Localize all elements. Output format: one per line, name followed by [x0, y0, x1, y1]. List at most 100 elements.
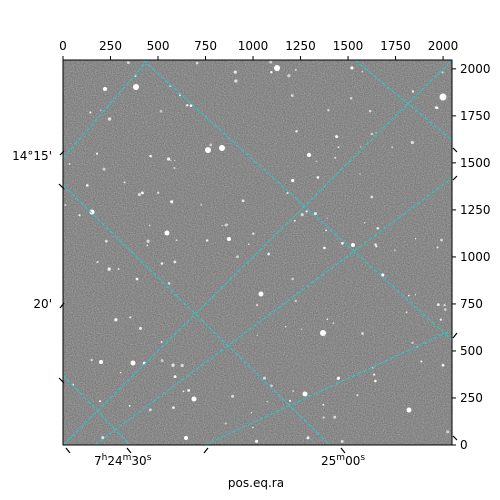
x-tick-label: 750: [194, 39, 217, 53]
star: [189, 104, 193, 107]
star: [167, 282, 171, 285]
star: [356, 394, 359, 397]
x-tick-label: 1500: [333, 39, 364, 53]
star-field: [64, 60, 450, 443]
star: [361, 332, 364, 335]
star: [114, 318, 118, 322]
star: [95, 152, 99, 155]
star: [443, 308, 447, 311]
star: [323, 246, 326, 250]
star: [119, 371, 122, 374]
star: [234, 79, 238, 83]
star: [327, 108, 330, 112]
star: [182, 390, 185, 393]
star: [266, 400, 269, 403]
sky-image: [63, 60, 452, 445]
star: [394, 249, 396, 252]
star: [175, 239, 178, 241]
star: [414, 238, 417, 240]
star: [320, 330, 326, 336]
star: [374, 243, 377, 246]
star: [101, 436, 105, 440]
star: [173, 375, 177, 378]
star: [300, 328, 303, 330]
star: [255, 303, 259, 307]
star: [251, 426, 254, 429]
star: [286, 192, 289, 195]
star: [293, 219, 296, 222]
star: [375, 245, 378, 248]
star: [191, 396, 197, 402]
star: [322, 416, 325, 419]
star: [316, 176, 320, 179]
x-tick-label: 0: [59, 39, 67, 53]
grid-line: [142, 60, 452, 341]
star: [359, 146, 362, 148]
star: [209, 143, 213, 147]
ra-axis-title: pos.eq.ra: [228, 476, 284, 490]
star: [160, 262, 164, 265]
star: [376, 227, 380, 230]
star: [170, 200, 174, 204]
pixel-tick-marks: 0 250 500 750 1000 1250 1500 1750 2000 0 250 500 750…: [59, 39, 490, 452]
star: [219, 145, 225, 151]
star: [306, 436, 310, 440]
star: [227, 237, 231, 241]
star: [334, 156, 337, 159]
star: [406, 407, 412, 413]
star: [436, 246, 439, 249]
grid-line: [204, 329, 452, 445]
star: [137, 192, 141, 197]
y-tick-label: 1250: [460, 203, 491, 217]
star: [160, 359, 164, 363]
x-tick-label: 2000: [428, 39, 459, 53]
star: [89, 209, 95, 215]
star: [123, 181, 126, 184]
star: [64, 203, 67, 207]
star: [68, 162, 71, 165]
grid-line: [63, 60, 149, 159]
x-tick-label: 1000: [238, 39, 269, 53]
plot-frame: [62, 59, 453, 446]
star: [407, 294, 410, 297]
star: [436, 303, 440, 306]
star: [440, 238, 443, 242]
star: [103, 87, 107, 91]
star: [99, 109, 102, 112]
star: [410, 140, 414, 145]
star: [375, 132, 377, 134]
star: [149, 154, 152, 158]
star: [411, 341, 414, 344]
dec-tick-label: 14°15': [12, 149, 52, 163]
star: [405, 311, 408, 314]
star: [277, 69, 280, 71]
star: [226, 223, 229, 226]
star: [171, 363, 175, 367]
star: [305, 210, 308, 213]
star: [164, 230, 170, 236]
star: [290, 94, 294, 97]
grid-line: [94, 177, 452, 445]
star: [146, 239, 150, 243]
star: [172, 406, 175, 409]
world-tick-marks: [58, 147, 458, 454]
star: [439, 318, 442, 321]
star: [78, 214, 81, 217]
star: [170, 159, 172, 162]
star: [340, 440, 344, 443]
star: [252, 232, 255, 235]
star: [313, 212, 317, 216]
star: [270, 70, 273, 74]
star: [173, 260, 177, 264]
star: [326, 318, 329, 320]
star: [326, 217, 328, 220]
star: [241, 199, 245, 203]
star: [128, 404, 131, 407]
x-tick-label: 250: [99, 39, 122, 53]
star: [231, 394, 235, 398]
star: [374, 379, 377, 383]
star: [148, 224, 151, 227]
star: [420, 360, 423, 363]
star: [267, 252, 271, 256]
star: [349, 97, 353, 100]
